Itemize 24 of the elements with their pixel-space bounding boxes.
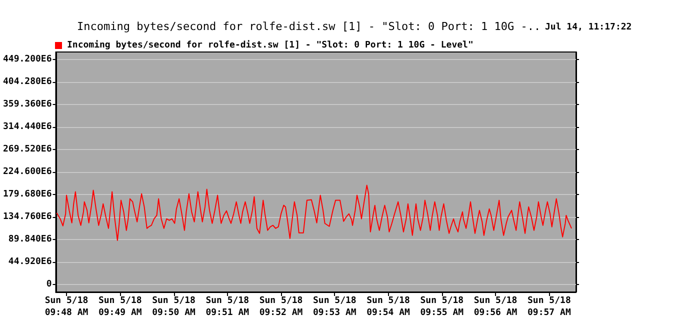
x-tick-label: Sun 5/18 09:55 AM	[420, 296, 464, 318]
y-tick-label: 44.920E6	[8, 256, 52, 267]
y-tick-label: 224.600E6	[2, 166, 52, 177]
y-tick-label: 269.520E6	[2, 144, 52, 154]
x-tick-label: Sun 5/18 09:48 AM	[44, 296, 89, 318]
y-tick-label: 89.840E6	[8, 234, 52, 244]
x-tick-label: Sun 5/18 09:56 AM	[474, 296, 518, 318]
y-tick-label: 404.280E6	[2, 76, 52, 87]
y-tick-label: 449.200E6	[2, 54, 52, 64]
x-tick-label: Sun 5/18 09:51 AM	[206, 296, 250, 318]
y-tick-label: 179.680E6	[2, 189, 52, 200]
x-tick-label: Sun 5/18 09:57 AM	[528, 296, 572, 318]
y-tick-label: 314.440E6	[2, 122, 52, 132]
x-tick-label: Sun 5/18 09:52 AM	[259, 296, 304, 318]
y-tick-label: 359.360E6	[2, 99, 52, 110]
x-tick-label: Sun 5/18 09:54 AM	[366, 296, 411, 318]
y-tick-label: 134.760E6	[2, 212, 52, 222]
text: Jul 14, 11:17:22	[545, 22, 632, 32]
x-tick-label: Sun 5/18 09:49 AM	[98, 296, 142, 318]
y-tick-label: 0	[46, 279, 52, 290]
legend-label: Incoming bytes/second for rolfe-dist.sw [1] - "Slot: 0 Port: 1 10G - Level"	[67, 40, 474, 50]
chart-title: Incoming bytes/second for rolfe-dist.sw [1] - "Slot: 0 Port: 1 10G -..	[77, 20, 541, 33]
x-tick-label: Sun 5/18 09:53 AM	[312, 296, 357, 318]
x-tick-label: Sun 5/18 09:50 AM	[152, 296, 196, 318]
